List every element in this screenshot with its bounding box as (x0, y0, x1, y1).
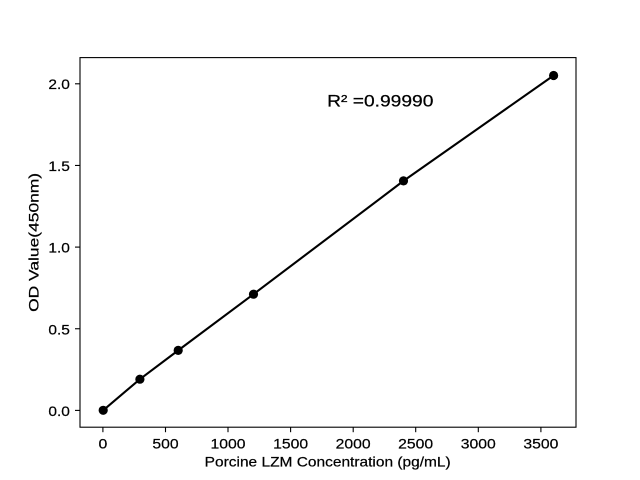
svg-text:Porcine LZM Concentration (pg/: Porcine LZM Concentration (pg/mL) (205, 454, 451, 470)
svg-text:3500: 3500 (523, 435, 558, 451)
svg-text:OD Value(450nm): OD Value(450nm) (26, 173, 42, 312)
svg-text:0.0: 0.0 (48, 403, 70, 419)
svg-text:500: 500 (152, 435, 178, 451)
svg-text:1500: 1500 (273, 435, 308, 451)
svg-text:1.0: 1.0 (48, 240, 70, 256)
svg-text:1.5: 1.5 (48, 158, 70, 174)
svg-text:2000: 2000 (336, 435, 371, 451)
svg-text:R² =0.99990: R² =0.99990 (327, 93, 433, 111)
svg-text:2.0: 2.0 (48, 76, 70, 92)
svg-text:1000: 1000 (211, 435, 246, 451)
svg-text:0: 0 (99, 435, 108, 451)
svg-text:2500: 2500 (398, 435, 433, 451)
svg-text:3000: 3000 (461, 435, 496, 451)
svg-text:0.5: 0.5 (48, 321, 70, 337)
